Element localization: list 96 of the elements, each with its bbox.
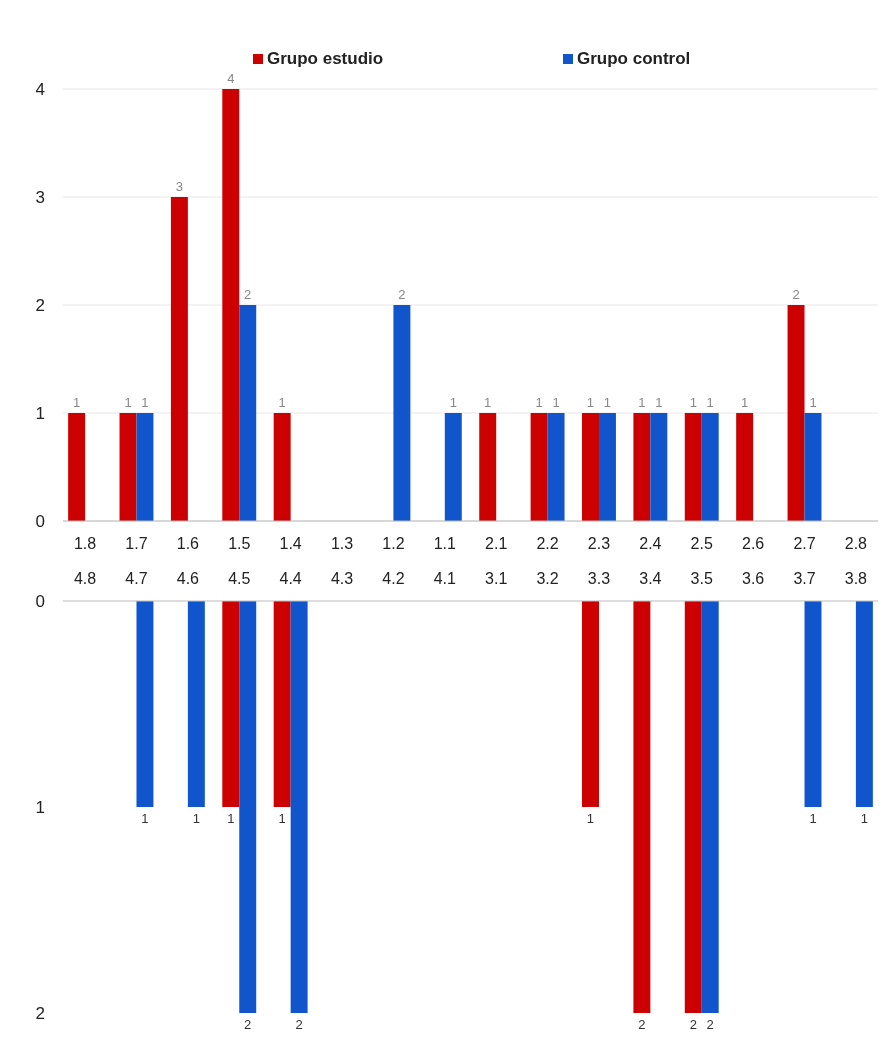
bar (582, 413, 599, 521)
y-tick-label: 1 (35, 403, 45, 423)
x-tick-label: 4.8 (73, 569, 97, 587)
data-label: 1 (535, 395, 543, 410)
data-label: 1 (278, 395, 286, 410)
data-label: 2 (398, 287, 406, 302)
bar (170, 197, 188, 521)
x-tick-label: 4.6 (176, 569, 200, 587)
data-label: 1 (638, 395, 646, 410)
x-tick-label: 4.7 (125, 569, 148, 587)
data-label: 2 (244, 1017, 252, 1032)
data-label: 2 (638, 1017, 646, 1032)
bar (479, 413, 497, 521)
bar (598, 413, 616, 521)
x-tick-label: 2.3 (587, 534, 611, 552)
x-tick-label: 4.1 (433, 569, 457, 587)
data-label: 1 (552, 395, 560, 410)
x-tick-label: 1.8 (73, 534, 97, 552)
data-label: 1 (809, 395, 817, 410)
legend-label: Grupo control (577, 49, 691, 68)
data-label: 1 (192, 811, 200, 826)
bar (222, 89, 240, 521)
x-tick-label: 3.8 (844, 569, 868, 587)
x-tick-label: 1.4 (279, 534, 302, 552)
bar (547, 413, 565, 521)
data-label: 1 (124, 395, 132, 410)
y-tick-label: 2 (35, 295, 45, 315)
bar (273, 413, 291, 521)
y-tick-label: 3 (35, 187, 45, 207)
y-tick-label: 0 (35, 511, 45, 531)
x-tick-label: 4.3 (330, 569, 354, 587)
x-tick-label: 3.3 (587, 569, 611, 587)
x-tick-label: 4.5 (228, 569, 251, 587)
data-label: 2 (706, 1017, 714, 1032)
y-tick-label: 4 (35, 79, 45, 99)
x-tick-label: 2.5 (690, 534, 713, 552)
data-label: 1 (484, 395, 492, 410)
bar (444, 413, 462, 521)
bar (633, 413, 651, 521)
x-tick-label: 2.4 (639, 534, 662, 552)
bar (530, 413, 548, 521)
bar (393, 305, 411, 521)
bar (136, 413, 154, 521)
data-label: 1 (706, 395, 714, 410)
x-tick-label: 4.2 (382, 569, 405, 587)
data-label: 2 (244, 287, 252, 302)
bar (736, 413, 754, 521)
legend-label: Grupo estudio (267, 49, 384, 68)
x-tick-label: 1.7 (125, 534, 148, 552)
x-tick-label: 2.7 (793, 534, 816, 552)
data-label: 2 (792, 287, 800, 302)
bar (239, 305, 257, 521)
data-label: 1 (278, 811, 286, 826)
data-label: 1 (741, 395, 749, 410)
x-tick-label: 1.1 (433, 534, 457, 552)
bar (804, 413, 822, 521)
y-tick-label: 0 (35, 591, 45, 611)
data-label: 1 (141, 395, 149, 410)
data-label: 1 (603, 395, 612, 410)
data-label: 1 (141, 811, 149, 826)
data-label: 1 (655, 395, 663, 410)
bar (787, 305, 805, 521)
x-tick-label: 1.5 (228, 534, 251, 552)
data-label: 1 (227, 811, 235, 826)
data-label: 1 (860, 811, 868, 826)
y-tick-label: 1 (35, 797, 45, 817)
x-tick-label: 2.8 (844, 534, 868, 552)
bar (684, 413, 702, 521)
x-tick-label: 1.6 (176, 534, 200, 552)
data-label: 1 (586, 395, 595, 410)
data-label: 1 (586, 811, 595, 826)
data-label: 1 (809, 811, 817, 826)
x-tick-label: 3.7 (793, 569, 816, 587)
data-label: 2 (295, 1017, 303, 1032)
x-tick-label: 4.4 (279, 569, 302, 587)
x-tick-label: 3.6 (742, 569, 765, 587)
bar (650, 413, 668, 521)
x-tick-label: 1.2 (382, 534, 405, 552)
bar (68, 413, 86, 521)
data-label: 2 (689, 1017, 697, 1032)
data-label: 1 (449, 395, 457, 410)
x-tick-label: 1.3 (330, 534, 354, 552)
x-tick-label: 3.4 (639, 569, 662, 587)
x-tick-label: 3.2 (536, 569, 559, 587)
data-label: 1 (689, 395, 697, 410)
x-tick-label: 3.5 (690, 569, 713, 587)
data-label: 1 (73, 395, 81, 410)
x-tick-label: 2.2 (536, 534, 559, 552)
x-tick-label: 2.6 (742, 534, 765, 552)
data-label: 3 (175, 179, 184, 194)
data-label: 4 (227, 71, 235, 86)
bar (119, 413, 137, 521)
bar (701, 413, 719, 521)
x-tick-label: 2.1 (485, 534, 508, 552)
y-tick-label: 2 (35, 1003, 45, 1023)
x-tick-label: 3.1 (485, 569, 508, 587)
